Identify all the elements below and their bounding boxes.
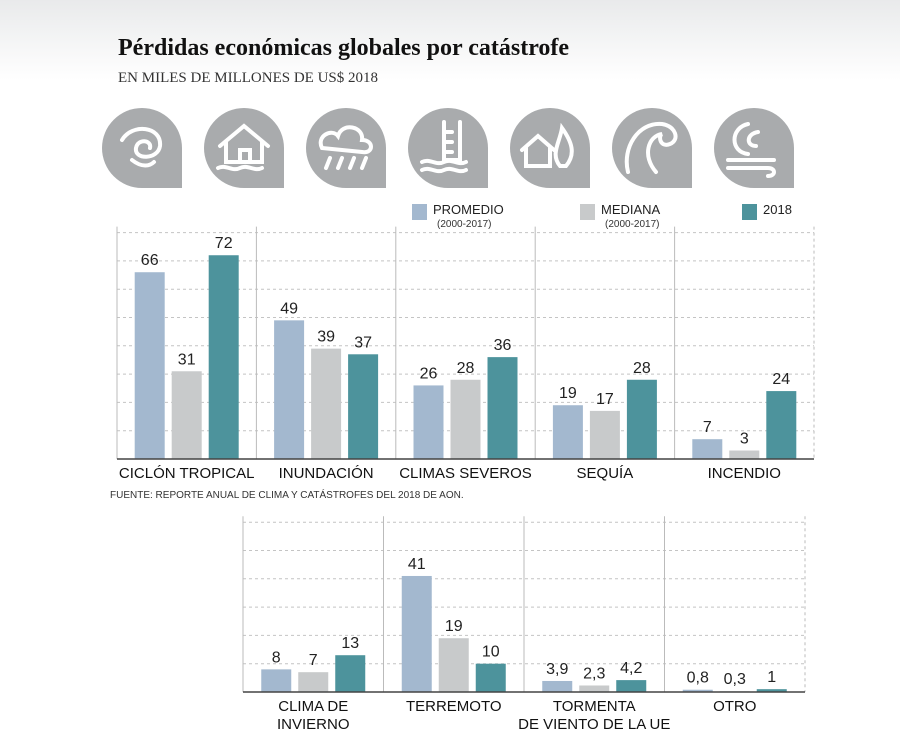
value-label: 3,9 [546, 661, 568, 678]
icon-glyph [624, 121, 678, 174]
x-tick-label: CLIMAS SEVEROS [399, 465, 532, 482]
value-label: 13 [341, 635, 359, 652]
bar [401, 575, 432, 692]
x-tick-label: INVIERNO [277, 716, 350, 733]
bar [274, 320, 305, 459]
value-label: 66 [141, 252, 159, 269]
bar [626, 379, 657, 459]
value-label: 8 [272, 649, 281, 666]
x-tick-label: INUNDACIÓN [279, 465, 374, 482]
category-icon [714, 108, 794, 188]
value-label: 4,2 [620, 660, 642, 677]
value-label: 3 [740, 431, 749, 448]
legend-label: 2018 [763, 202, 792, 217]
value-label: 0,8 [687, 670, 709, 687]
x-tick-label: OTRO [713, 698, 756, 715]
value-label: 7 [703, 419, 712, 436]
icon-glyph [120, 126, 163, 168]
icon-shape [714, 108, 794, 188]
value-label: 28 [633, 360, 651, 377]
legend-swatch [412, 204, 427, 220]
icon-glyph [216, 123, 270, 172]
category-icon [102, 108, 182, 188]
legend-label: MEDIANA [601, 202, 661, 217]
bar [692, 439, 723, 459]
value-label: 72 [215, 235, 233, 252]
icon-shape [408, 108, 488, 188]
bar [552, 405, 583, 459]
bar [729, 450, 760, 459]
bar [487, 357, 518, 459]
legend-period: (2000-2017) [437, 219, 491, 230]
bar [134, 272, 165, 459]
value-label: 49 [280, 300, 298, 317]
value-label: 19 [445, 618, 463, 635]
value-label: 41 [408, 556, 426, 573]
category-icon [408, 108, 488, 188]
header-background [0, 0, 900, 80]
bar [475, 663, 506, 692]
bar [450, 379, 481, 459]
bar [311, 348, 342, 459]
bar [616, 680, 647, 692]
value-label: 26 [420, 365, 438, 382]
legend-label: PROMEDIO [433, 202, 504, 217]
value-label: 39 [317, 329, 335, 346]
x-tick-label: DE VIENTO DE LA UE [518, 716, 670, 733]
legend-period: (2000-2017) [605, 219, 659, 230]
icon-glyph [420, 120, 468, 174]
legend-swatch [580, 204, 595, 220]
value-label: 19 [559, 385, 577, 402]
bar [413, 385, 444, 459]
bar [756, 689, 787, 692]
x-tick-label: CLIMA DE [278, 698, 348, 715]
value-label: 7 [309, 652, 318, 669]
bar [682, 689, 713, 692]
icon-shape [612, 108, 692, 188]
icon-shape [306, 108, 386, 188]
bar [579, 685, 610, 692]
value-label: 17 [596, 391, 614, 408]
bar [335, 655, 366, 692]
category-icon [612, 108, 692, 188]
bar [438, 638, 469, 692]
x-tick-label: SEQUÍA [577, 465, 634, 482]
value-label: 10 [482, 644, 500, 661]
value-label: 2,3 [583, 665, 605, 682]
bar [171, 371, 202, 459]
bar [589, 410, 620, 459]
value-label: 31 [178, 351, 196, 368]
chart-title: Pérdidas económicas globales por catástr… [118, 35, 569, 61]
icon-shape [102, 108, 182, 188]
icon-row [102, 108, 794, 188]
category-icon [510, 108, 590, 188]
category-icon [204, 108, 284, 188]
value-label: 37 [354, 334, 372, 351]
bar [208, 255, 239, 459]
bar [348, 354, 379, 459]
bar [261, 669, 292, 692]
value-label: 1 [767, 669, 776, 686]
legend-swatch [742, 204, 757, 220]
icon-glyph [520, 122, 574, 168]
x-tick-label: INCENDIO [708, 465, 781, 482]
x-tick-label: CICLÓN TROPICAL [119, 465, 255, 482]
category-icon [306, 108, 386, 188]
bar [542, 680, 573, 692]
chart-subtitle: EN MILES DE MILLONES DE US$ 2018 [118, 70, 378, 86]
value-label: 24 [772, 371, 790, 388]
icon-glyph [726, 122, 776, 178]
value-label: 36 [494, 337, 512, 354]
source-note: FUENTE: REPORTE ANUAL DE CLIMA Y CATÁSTR… [110, 488, 464, 501]
bar [766, 391, 797, 459]
x-tick-label: TORMENTA [553, 698, 636, 715]
icon-glyph [318, 125, 373, 170]
x-tick-label: TERREMOTO [406, 698, 502, 715]
value-label: 0,3 [724, 671, 746, 688]
bar [298, 672, 329, 692]
value-label: 28 [457, 360, 475, 377]
